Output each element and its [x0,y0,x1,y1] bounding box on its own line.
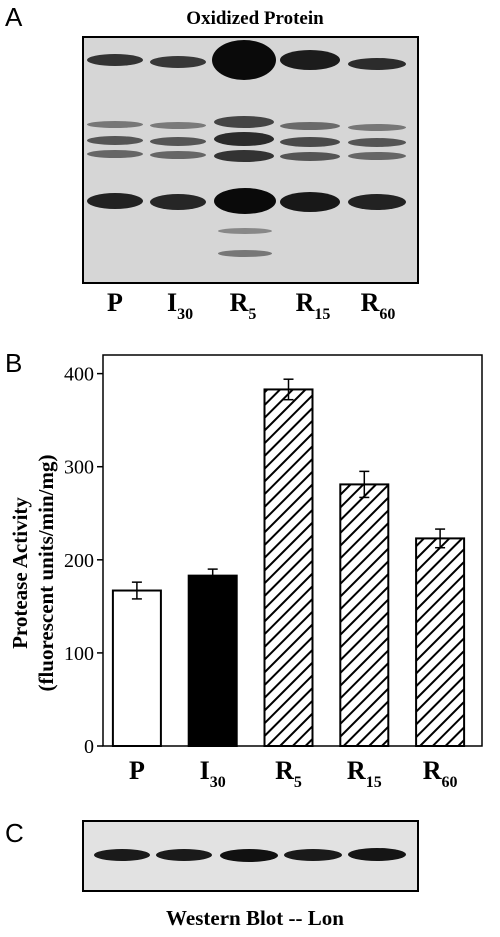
bar-r60 [415,537,466,747]
x-tick-label: I30 [200,756,226,791]
blot-band [87,54,143,66]
panel-a-label: A [5,2,23,32]
bar-r5 [263,388,314,747]
y-tick-label: 200 [64,550,94,572]
y-tick-label: 300 [64,457,94,479]
lon-band [94,849,150,861]
lon-band [348,848,406,861]
bar-r15 [339,483,390,747]
blot-lane-label-r60: R60 [360,288,396,323]
blot-band [214,132,274,146]
x-tick-label: P [129,756,145,785]
blot-lane-label-r15: R15 [295,288,331,323]
y-axis-label-line2: (fluorescent units/min/mg) [34,454,58,691]
blot-band [280,192,340,212]
protease-activity-bar-chart: Protease Activity (fluorescent units/min… [8,354,483,791]
panel-c-label: C [5,818,24,848]
blot-band [214,188,276,214]
blot-band [87,150,143,158]
blot-band [214,116,274,128]
blot-band [280,152,340,161]
x-tick-label: R5 [275,756,302,791]
oxidized-protein-title: Oxidized Protein [186,8,324,29]
western-blot-caption: Western Blot -- Lon [166,906,344,930]
blot-band [348,138,406,147]
bar-p [111,589,162,747]
x-tick-label: R15 [347,756,382,791]
lon-western-blot [82,820,419,892]
blot-band [87,121,143,128]
blot-band [150,122,206,129]
blot-band [348,194,406,210]
blot-band [87,136,143,145]
blot-lane-label-i30: I30 [166,288,194,323]
blot-band [87,193,143,209]
y-tick-label: 400 [64,364,94,386]
y-tick-label: 100 [64,643,94,665]
lon-band [220,849,278,862]
blot-band [348,152,406,160]
y-axis-label-line1: Protease Activity [8,497,32,649]
blot-band [280,50,340,70]
blot-band [150,56,206,68]
blot-band [280,137,340,147]
blot-band [348,58,406,70]
blot-band [214,150,274,162]
y-tick-label: 0 [84,736,94,758]
lon-band [156,849,212,861]
blot-band [150,194,206,210]
bar-i30 [187,574,238,747]
blot-band [348,124,406,131]
x-tick-label: R60 [423,756,458,791]
blot-band [150,137,206,146]
blot-lane-label-r5: R5 [229,288,257,323]
lon-band [284,849,342,861]
blot-lane-label-p: P [107,288,123,317]
oxidized-protein-blot [82,36,419,284]
blot-band [150,151,206,159]
blot-band [212,40,276,80]
panel-b-label: B [5,348,23,378]
blot-band [218,228,272,234]
blot-band [280,122,340,130]
y-axis-label: Protease Activity (fluorescent units/min… [8,454,58,691]
blot-band [218,250,272,257]
